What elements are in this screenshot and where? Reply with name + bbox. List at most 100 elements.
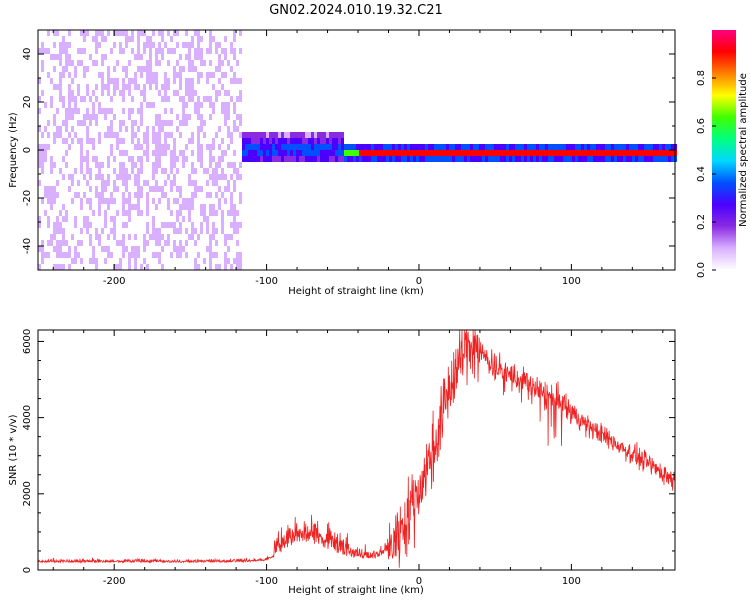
- heatmap-cell: [203, 204, 206, 210]
- heatmap-cell: [68, 192, 71, 198]
- heatmap-cell: [176, 246, 179, 252]
- heatmap-cell: [224, 186, 227, 192]
- heatmap-cell: [47, 156, 50, 162]
- heatmap-cell: [104, 252, 107, 258]
- heatmap-cell: [89, 258, 92, 264]
- heatmap-cell: [44, 150, 47, 156]
- heatmap-cell: [80, 54, 83, 60]
- heatmap-cell: [209, 54, 212, 60]
- heatmap-cell: [269, 150, 272, 156]
- heatmap-cell: [167, 186, 170, 192]
- heatmap-cell: [80, 216, 83, 222]
- heatmap-cell: [86, 84, 89, 90]
- heatmap-cell: [170, 144, 173, 150]
- heatmap-cell: [71, 246, 74, 252]
- heatmap-cell: [44, 174, 47, 180]
- heatmap-cell: [221, 54, 224, 60]
- heatmap-cell: [425, 138, 428, 144]
- heatmap-cell: [209, 198, 212, 204]
- heatmap-cell: [470, 138, 473, 144]
- heatmap-cell: [56, 192, 59, 198]
- heatmap-cell: [125, 54, 128, 60]
- heatmap-cell: [179, 66, 182, 72]
- heatmap-cell: [338, 72, 341, 78]
- heatmap-cell: [131, 96, 134, 102]
- heatmap-cell: [212, 90, 215, 96]
- heatmap-cell: [326, 138, 329, 144]
- heatmap-cell: [227, 54, 230, 60]
- heatmap-cell: [257, 228, 260, 234]
- heatmap-cell: [131, 120, 134, 126]
- heatmap-cell: [227, 204, 230, 210]
- heatmap-cell: [44, 72, 47, 78]
- heatmap-cell: [209, 174, 212, 180]
- heatmap-cell: [206, 264, 209, 270]
- heatmap-cell: [647, 144, 650, 150]
- heatmap-cell: [335, 144, 338, 150]
- heatmap-cell: [41, 258, 44, 264]
- heatmap-cell: [518, 162, 521, 168]
- heatmap-cell: [215, 246, 218, 252]
- heatmap-cell: [338, 150, 341, 156]
- heatmap-cell: [209, 222, 212, 228]
- heatmap-cell: [275, 162, 278, 168]
- heatmap-cell: [203, 138, 206, 144]
- heatmap-cell: [68, 54, 71, 60]
- heatmap-cell: [224, 150, 227, 156]
- heatmap-cell: [323, 90, 326, 96]
- heatmap-cell: [194, 90, 197, 96]
- heatmap-cell: [401, 162, 404, 168]
- heatmap-cell: [221, 180, 224, 186]
- heatmap-cell: [197, 156, 200, 162]
- heatmap-cell: [617, 138, 620, 144]
- heatmap-cell: [95, 228, 98, 234]
- heatmap-cell: [254, 126, 257, 132]
- heatmap-cell: [125, 72, 128, 78]
- heatmap-cell: [527, 162, 530, 168]
- heatmap-cell: [59, 240, 62, 246]
- heatmap-cell: [134, 120, 137, 126]
- heatmap-cell: [104, 246, 107, 252]
- heatmap-cell: [665, 144, 668, 150]
- heatmap-cell: [647, 162, 650, 168]
- heatmap-cell: [257, 144, 260, 150]
- heatmap-cell: [479, 150, 482, 156]
- heatmap-cell: [239, 264, 242, 270]
- heatmap-cell: [380, 156, 383, 162]
- heatmap-cell: [605, 150, 608, 156]
- heatmap-cell: [95, 252, 98, 258]
- heatmap-cell: [80, 258, 83, 264]
- heatmap-cell: [179, 120, 182, 126]
- heatmap-cell: [77, 96, 80, 102]
- heatmap-cell: [146, 54, 149, 60]
- heatmap-cell: [404, 162, 407, 168]
- heatmap-cell: [47, 192, 50, 198]
- heatmap-cell: [56, 78, 59, 84]
- heatmap-cell: [239, 192, 242, 198]
- heatmap-cell: [203, 66, 206, 72]
- heatmap-cell: [248, 258, 251, 264]
- heatmap-cell: [149, 36, 152, 42]
- heatmap-cell: [659, 162, 662, 168]
- heatmap-cell: [155, 60, 158, 66]
- heatmap-cell: [323, 60, 326, 66]
- snr-x-tick-label: 100: [562, 576, 581, 587]
- heatmap-cell: [215, 168, 218, 174]
- heatmap-cell: [119, 42, 122, 48]
- heatmap-cell: [260, 132, 263, 138]
- heatmap-cell: [206, 210, 209, 216]
- heatmap-cell: [164, 96, 167, 102]
- heatmap-cell: [398, 144, 401, 150]
- heatmap-cell: [263, 234, 266, 240]
- heatmap-cell: [107, 72, 110, 78]
- heatmap-cell: [194, 258, 197, 264]
- heatmap-cell: [575, 144, 578, 150]
- heatmap-cell: [161, 258, 164, 264]
- heatmap-cell: [47, 198, 50, 204]
- heatmap-cell: [209, 228, 212, 234]
- heatmap-cell: [77, 132, 80, 138]
- heatmap-cell: [128, 54, 131, 60]
- heatmap-cell: [320, 156, 323, 162]
- heatmap-cell: [368, 138, 371, 144]
- heatmap-cell: [158, 162, 161, 168]
